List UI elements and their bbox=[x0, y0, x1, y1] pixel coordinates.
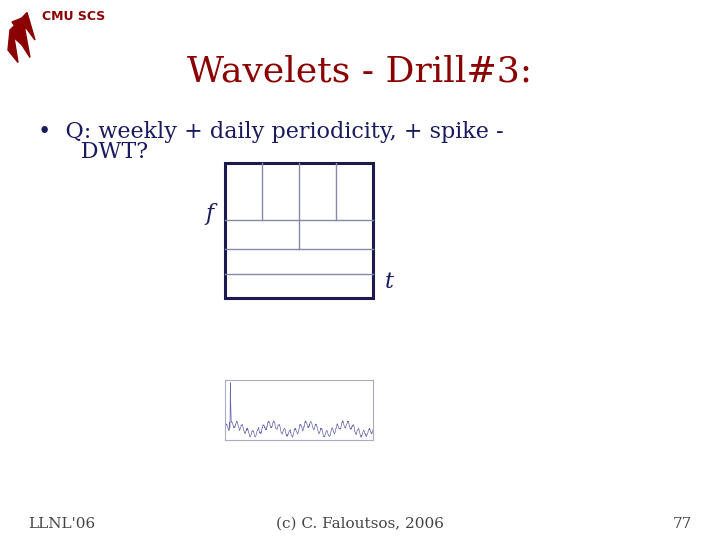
Bar bbox=[225, 163, 373, 298]
Text: CMU SCS: CMU SCS bbox=[42, 10, 105, 23]
Text: DWT?: DWT? bbox=[38, 141, 148, 163]
Polygon shape bbox=[8, 12, 35, 63]
Polygon shape bbox=[12, 18, 28, 30]
Text: LLNL'06: LLNL'06 bbox=[28, 517, 95, 531]
Text: 77: 77 bbox=[672, 517, 692, 531]
Text: f: f bbox=[205, 203, 213, 225]
Text: t: t bbox=[384, 271, 394, 293]
Text: •  Q: weekly + daily periodicity, + spike -: • Q: weekly + daily periodicity, + spike… bbox=[38, 121, 503, 143]
Text: (c) C. Faloutsos, 2006: (c) C. Faloutsos, 2006 bbox=[276, 517, 444, 531]
Text: Wavelets - Drill#3:: Wavelets - Drill#3: bbox=[187, 55, 533, 89]
